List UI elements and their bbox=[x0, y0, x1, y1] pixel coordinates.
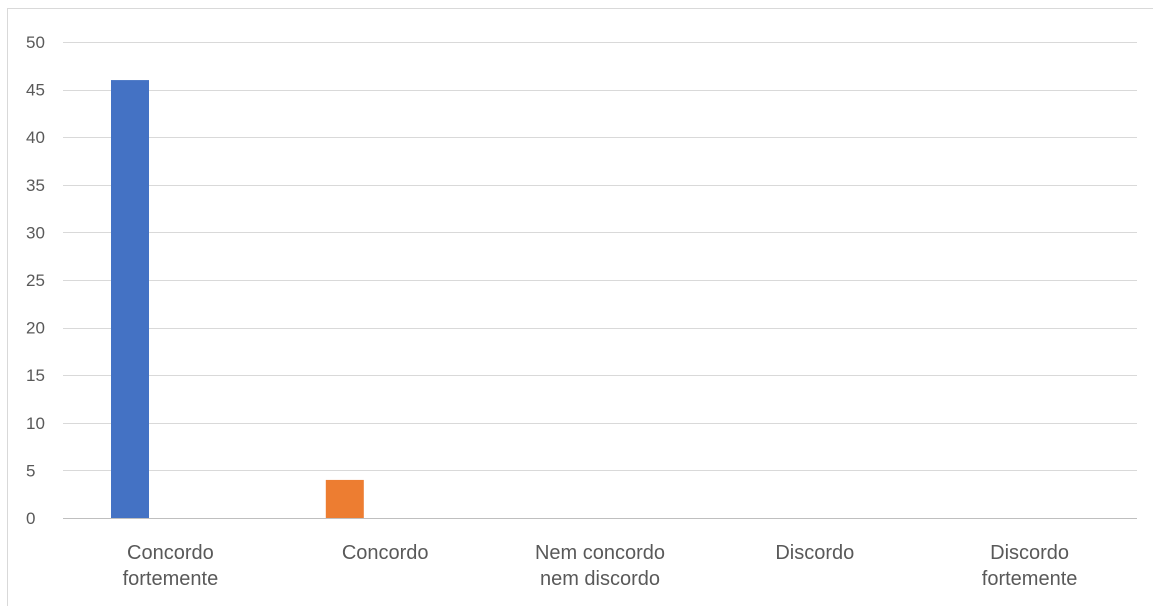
x-category-label-line: Concordo bbox=[127, 542, 214, 564]
x-category-label-line: fortemente bbox=[982, 568, 1078, 590]
x-category-label: Concordo bbox=[342, 542, 429, 564]
x-category-label: Nem concordo nem discordo bbox=[535, 542, 665, 590]
x-category-label-line: Concordo bbox=[342, 542, 429, 564]
y-tick-label: 0 bbox=[26, 509, 35, 528]
x-category-label-line: nem discordo bbox=[540, 568, 660, 590]
y-tick-label: 30 bbox=[26, 223, 45, 242]
bar bbox=[325, 479, 364, 518]
x-category-label-line: Discordo bbox=[775, 542, 854, 564]
y-tick-label: 15 bbox=[26, 366, 45, 385]
x-category-label: Discordo bbox=[775, 542, 854, 564]
y-tick-label: 10 bbox=[26, 414, 45, 433]
y-tick-label: 20 bbox=[26, 319, 45, 338]
x-category-label: Concordo fortemente bbox=[123, 542, 219, 590]
y-tick-label: 25 bbox=[26, 271, 45, 290]
x-category-label: Discordo fortemente bbox=[982, 542, 1078, 590]
chart-area bbox=[7, 8, 1153, 606]
y-tick-label: 40 bbox=[26, 128, 45, 147]
y-tick-label: 35 bbox=[26, 176, 45, 195]
x-category-label-line: Discordo bbox=[990, 542, 1069, 564]
y-tick-label: 45 bbox=[26, 81, 45, 100]
x-category-label-line: fortemente bbox=[123, 568, 219, 590]
y-tick-label: 5 bbox=[26, 461, 35, 480]
y-tick-label: 50 bbox=[26, 33, 45, 52]
x-category-label-line: Nem concordo bbox=[535, 542, 665, 564]
bar bbox=[111, 80, 149, 518]
